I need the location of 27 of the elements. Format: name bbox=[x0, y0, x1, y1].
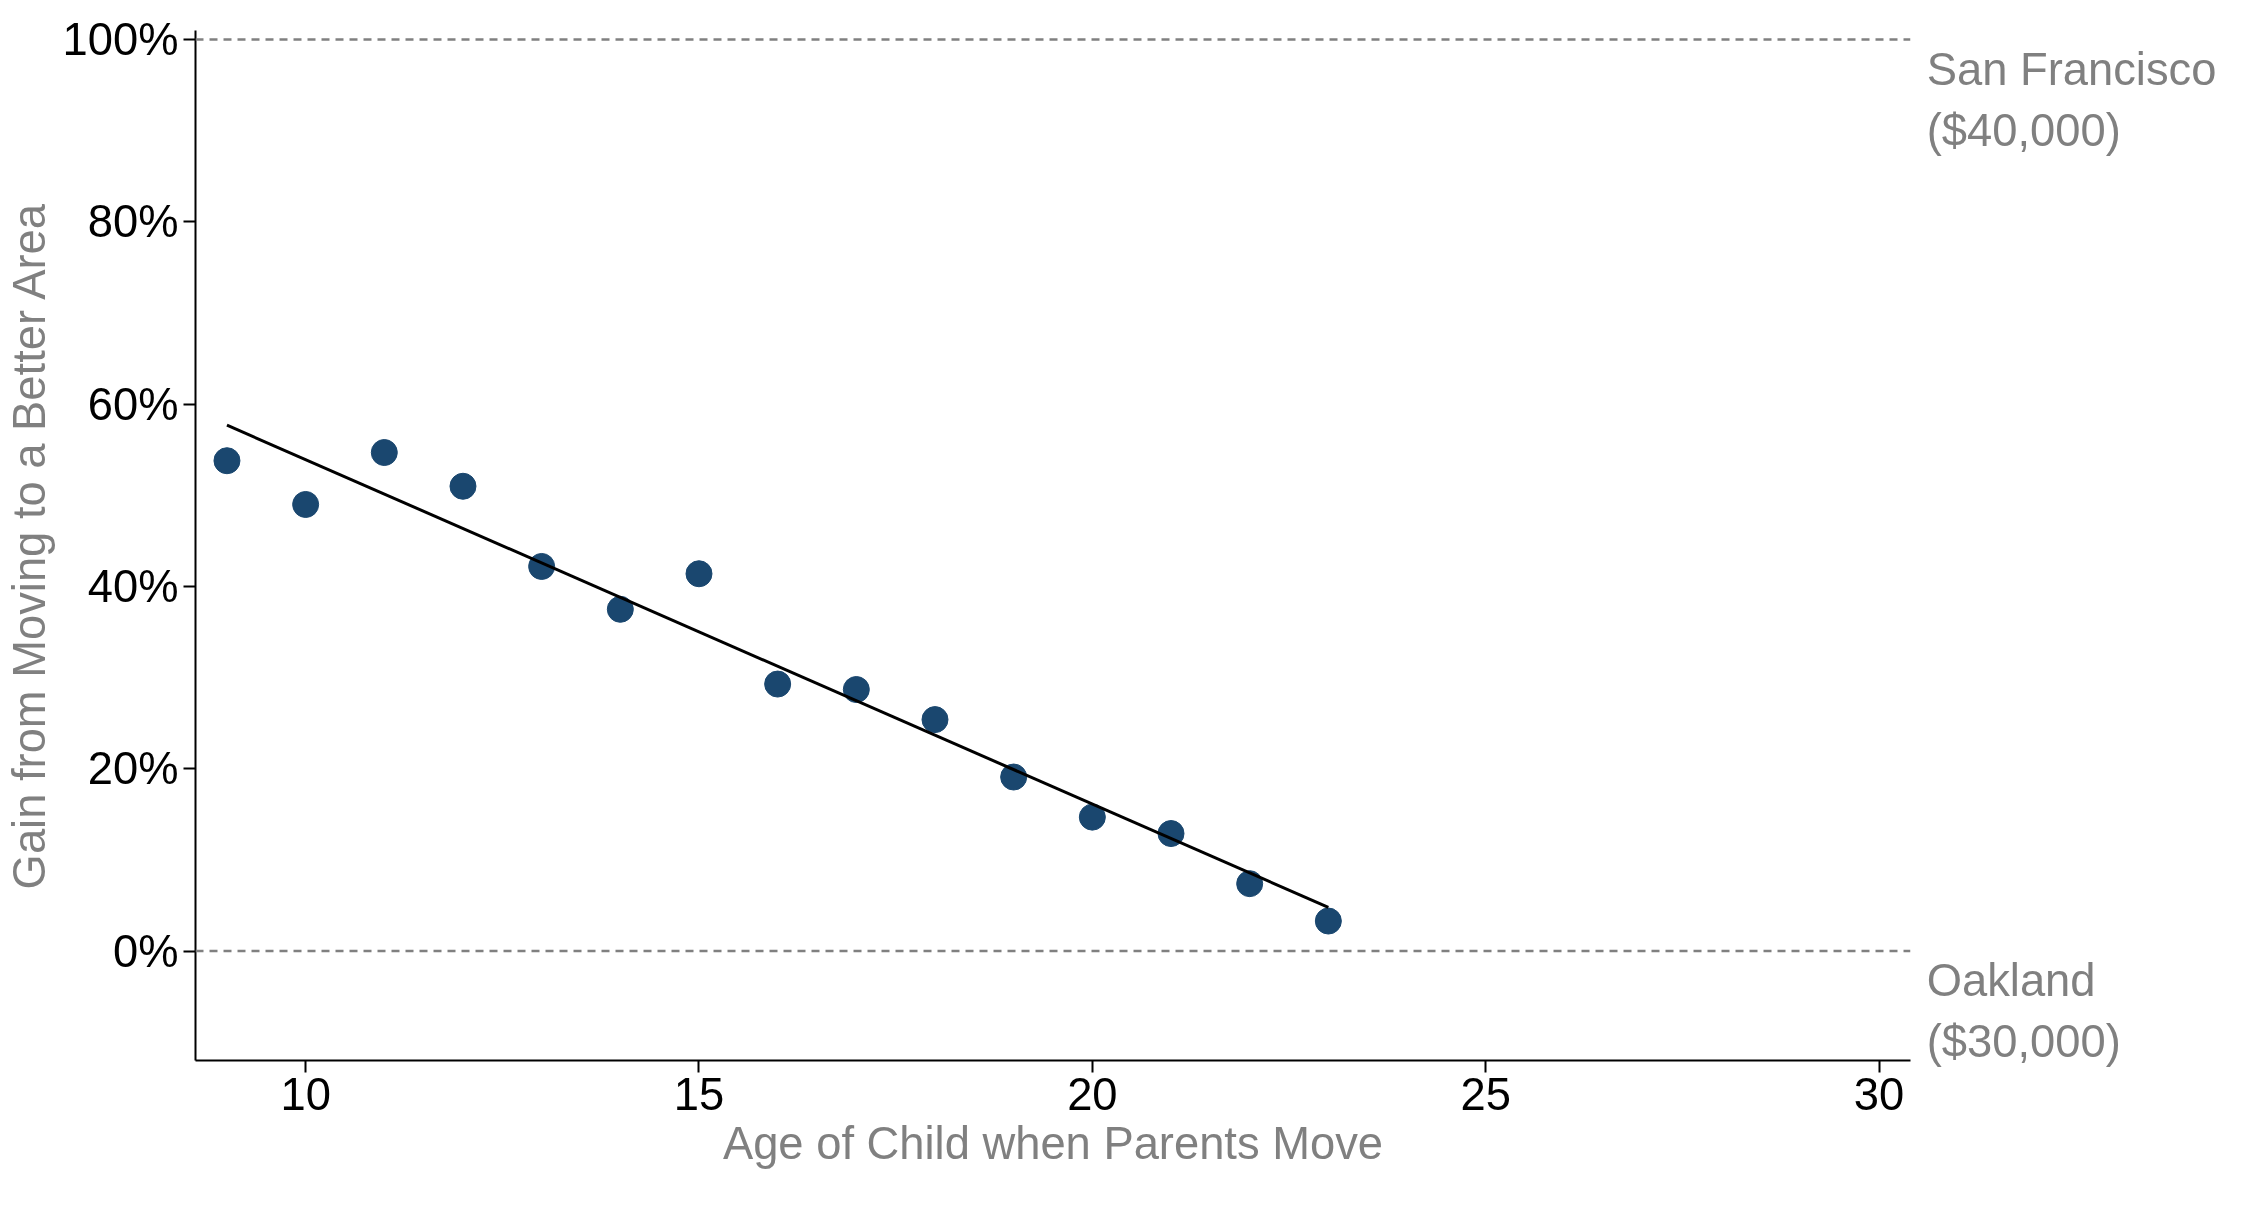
y-axis-title: Gain from Moving to a Better Area bbox=[3, 203, 55, 890]
point bbox=[1078, 803, 1106, 831]
point bbox=[921, 706, 949, 734]
point bbox=[606, 595, 634, 623]
point bbox=[292, 491, 320, 518]
point bbox=[1314, 907, 1342, 935]
point bbox=[764, 670, 792, 698]
x-tick-label: 15 bbox=[673, 1068, 725, 1120]
point bbox=[213, 447, 241, 475]
x-tick-label: 30 bbox=[1853, 1068, 1905, 1120]
y-tick-label: 0% bbox=[112, 925, 179, 977]
x-tick-label: 20 bbox=[1067, 1068, 1118, 1120]
y-tick-label: 100% bbox=[62, 14, 179, 66]
y-tick-label: 60% bbox=[87, 378, 179, 430]
y-tick-label: 20% bbox=[87, 743, 179, 795]
point bbox=[842, 676, 870, 703]
ref-line-label: San Francisco ($40,000) bbox=[1926, 43, 2217, 156]
point bbox=[370, 439, 398, 466]
x-axis-title: Age of Child when Parents Move bbox=[722, 1117, 1384, 1169]
point bbox=[1236, 870, 1264, 898]
point bbox=[685, 560, 713, 588]
y-tick-label: 40% bbox=[87, 561, 179, 613]
x-tick-label: 25 bbox=[1460, 1068, 1511, 1120]
x-tick-label: 10 bbox=[280, 1068, 331, 1120]
ref-line-label: Oakland ($30,000) bbox=[1926, 955, 2121, 1068]
point bbox=[449, 472, 477, 500]
y-tick-label: 80% bbox=[87, 196, 179, 248]
